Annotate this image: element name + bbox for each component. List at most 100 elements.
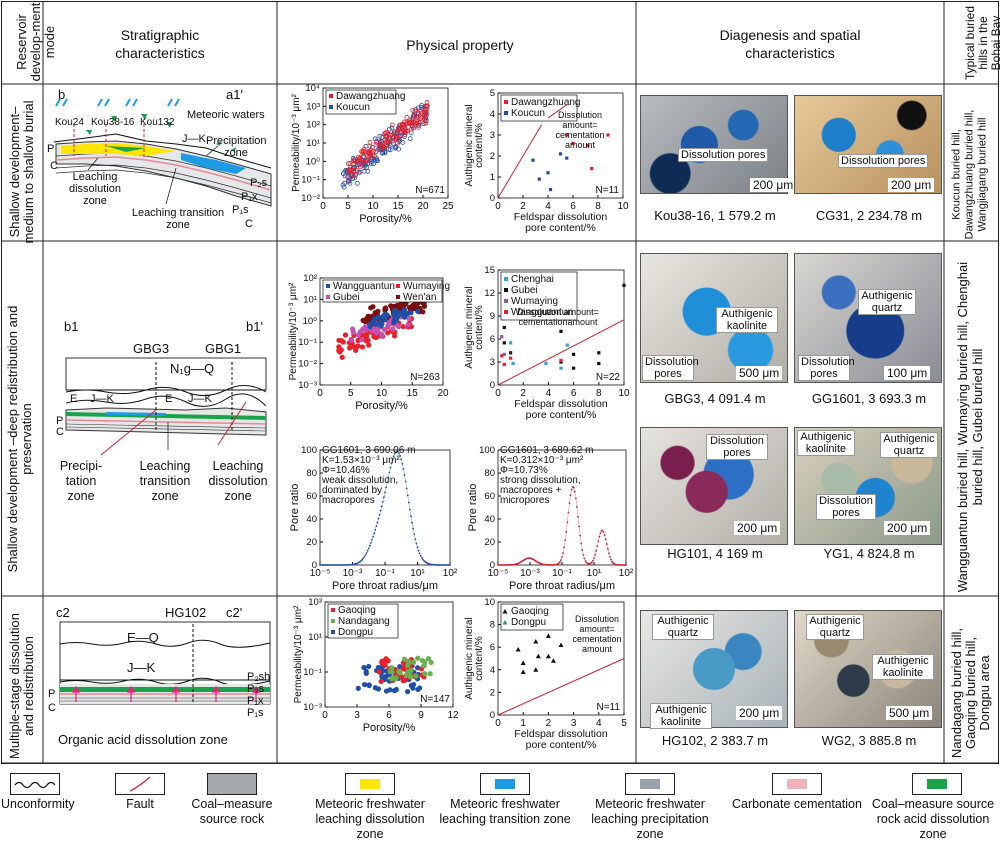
row1-auth-ytick-label: 2 bbox=[490, 151, 495, 162]
row2-auth-annotation: N=22 bbox=[596, 372, 621, 383]
row1-perm-xtick-label: 5 bbox=[345, 201, 351, 212]
legend-swatch-unconformity bbox=[10, 773, 60, 795]
row1-auth-point bbox=[537, 177, 541, 181]
photo-cg31 bbox=[794, 95, 942, 194]
row2-pore2-header: GG1601, 3 689.62 m bbox=[500, 445, 593, 456]
row2-pore2-ytick-label: 80 bbox=[484, 468, 495, 479]
header-strat: Stratigraphic characteristics bbox=[115, 27, 205, 61]
row2-auth-legend-label: Wumaying bbox=[511, 296, 558, 307]
legend-fill-leach-precip bbox=[640, 779, 660, 789]
row2-perm-point bbox=[383, 306, 389, 312]
row2-pore1-ytick-label: 20 bbox=[306, 537, 317, 548]
row3-perm-point bbox=[400, 678, 406, 684]
row1-perm-point bbox=[389, 122, 395, 128]
row1-perm-point bbox=[395, 135, 401, 141]
row1-perm-point bbox=[404, 114, 410, 120]
row1-auth-dissol-label: amount bbox=[565, 140, 596, 150]
row3-perm-legend-label: Nandagang bbox=[338, 616, 390, 627]
photo1-label: Dissolution pores bbox=[678, 148, 769, 162]
row2-jk1: J—K bbox=[90, 393, 114, 405]
row2-perm-point bbox=[400, 324, 406, 330]
photo4-label-2: Dissolution pores bbox=[798, 355, 855, 381]
row1-auth-dissol-label: Dissolution bbox=[558, 110, 602, 120]
legend-label-fault: Fault bbox=[126, 797, 154, 811]
row2-auth-ytick-label: 0 bbox=[490, 380, 495, 391]
row2-pore1-ytick-label: 100 bbox=[301, 445, 317, 456]
row2-auth-ytick-label: 6 bbox=[490, 334, 495, 345]
row3-id-left: c2 bbox=[56, 605, 70, 620]
row1-perm-point bbox=[397, 122, 403, 128]
photo2-label: Dissolution pores bbox=[838, 154, 929, 168]
header-diag: Diagenesis and spatial characteristics bbox=[719, 27, 861, 61]
row1-perm-point bbox=[354, 180, 360, 186]
row1-auth-point bbox=[606, 133, 610, 137]
row3-perm-legend-label: Dongpu bbox=[338, 627, 373, 638]
legend-fill-carbonate bbox=[787, 779, 807, 789]
row1-perm-point bbox=[360, 149, 366, 155]
row1-c2: C bbox=[245, 218, 253, 230]
row1-auth-legend-marker bbox=[504, 111, 508, 115]
row1-perm-point bbox=[360, 159, 366, 165]
row2-pore2-ylabel: Pore ratio bbox=[467, 484, 479, 532]
row2-pore1-ylabel: Pore ratio bbox=[289, 484, 301, 532]
row1-perm-legend-marker bbox=[329, 94, 333, 98]
row3-perm-point bbox=[427, 671, 433, 677]
row1-id-right: a1' bbox=[226, 87, 243, 102]
row1-auth-ytick-label: 3 bbox=[490, 130, 495, 141]
row1-perm-point bbox=[410, 107, 416, 113]
row2-perm-point bbox=[340, 339, 346, 345]
row1-perm-point bbox=[378, 143, 384, 148]
row1-perm-point bbox=[402, 119, 407, 125]
row2-perm-point bbox=[363, 333, 370, 339]
row1-perm-point bbox=[386, 146, 392, 152]
row1-perm-point bbox=[398, 128, 404, 134]
row2-perm-legend-marker bbox=[396, 284, 400, 288]
row3-well-1: HG102 bbox=[165, 605, 207, 620]
row2-perm-point bbox=[373, 321, 379, 328]
row3-perm-point bbox=[383, 656, 389, 662]
row3-eq: E—Q bbox=[127, 630, 159, 645]
row2-perm-legend-marker bbox=[326, 295, 330, 299]
photo8-label-2: Authigenic kaolinite bbox=[872, 654, 934, 680]
row3-auth-xtick-label: 0 bbox=[495, 718, 501, 729]
row2-perm-ylabel: Permeability/10⁻³ μm² bbox=[288, 282, 299, 380]
row1-cross-section bbox=[53, 98, 272, 207]
row2-pore2-xtick-label: 10⁻¹ bbox=[552, 568, 572, 579]
row1-auth-point bbox=[548, 188, 553, 192]
row2-perm-point bbox=[401, 306, 408, 313]
row3-auth-xtick-label: 4 bbox=[596, 718, 602, 729]
row1-auth-xlabel-2: pore content/% bbox=[525, 222, 596, 234]
photo6-caption: YG1, 4 824.8 m bbox=[823, 546, 915, 561]
row2-auth-ytick-label: 12 bbox=[484, 288, 495, 299]
row2-auth-ytick-label: 9 bbox=[490, 311, 495, 322]
row1-perm-xlabel: Porosity/% bbox=[359, 213, 412, 225]
row2-precip-zone: Precipi-tation zone bbox=[59, 459, 103, 503]
row3-auth-ytick-label: 4 bbox=[490, 665, 495, 676]
row1-perm-point bbox=[389, 125, 395, 131]
row3-perm-point bbox=[375, 686, 382, 692]
row1-perm-point bbox=[396, 146, 402, 152]
row1-auth-point bbox=[565, 133, 569, 137]
row3-perm-point bbox=[419, 657, 426, 664]
row1-perm-point bbox=[351, 161, 357, 167]
row2-auth-point bbox=[622, 283, 626, 287]
row3-auth-point bbox=[558, 642, 564, 647]
row3-perm-point bbox=[382, 662, 388, 668]
row1-auth-point bbox=[571, 141, 575, 145]
legend-label-leach-precip: Meteoric freshwater leaching precipitati… bbox=[591, 797, 709, 841]
row3-perm-xtick-label: 9 bbox=[418, 710, 424, 721]
row3-perm-point bbox=[378, 678, 384, 684]
row2-pore2-phi: Φ=10.73% bbox=[500, 465, 548, 476]
row2-perm-point bbox=[360, 326, 366, 332]
row3-perm-point bbox=[363, 670, 369, 677]
row1-perm-legend-box bbox=[325, 89, 397, 115]
row2-leach-zone: Leaching dissolution zone bbox=[208, 459, 268, 503]
row2-perm-point bbox=[365, 313, 371, 319]
row3-perm-point bbox=[391, 688, 398, 694]
row1-perm-point bbox=[384, 139, 390, 145]
row1-c: C bbox=[50, 160, 58, 172]
row2-auth-ylabel-2: content/% bbox=[474, 305, 485, 350]
row2-perm-point bbox=[372, 316, 378, 322]
row1-perm-point bbox=[402, 132, 408, 137]
row1-auth-ylabel: Authigenic mineral bbox=[464, 104, 475, 186]
